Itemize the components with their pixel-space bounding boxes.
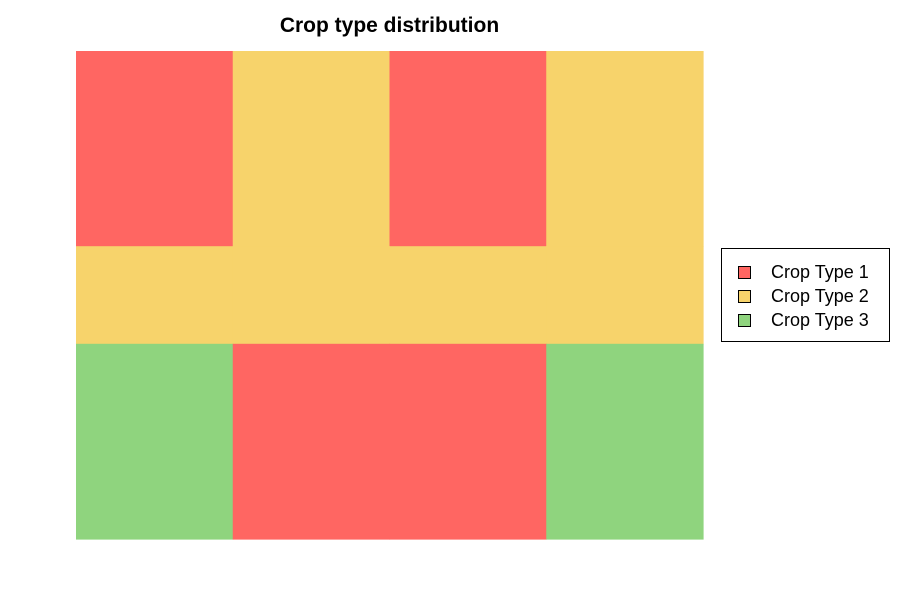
legend-item-crop-type-1: Crop Type 1 (738, 260, 869, 284)
legend-item-crop-type-2: Crop Type 2 (738, 284, 869, 308)
legend-label-crop-type-3: Crop Type 3 (771, 309, 869, 330)
legend: Crop Type 1 Crop Type 2 Crop Type 3 (721, 248, 890, 342)
heatmap-cell-r2-c4 (546, 246, 704, 345)
heatmap-cell-r3-c4 (546, 343, 704, 540)
heatmap-cell-r1-c3 (389, 51, 547, 247)
heatmap-cell-r3-c1 (76, 343, 234, 540)
legend-label-crop-type-2: Crop Type 2 (771, 285, 869, 306)
legend-swatch-crop-type-1 (738, 265, 751, 279)
chart-title: Crop type distribution (279, 14, 500, 37)
legend-swatch-crop-type-3 (738, 313, 751, 327)
legend-label-crop-type-1: Crop Type 1 (771, 261, 869, 282)
heatmap-cell-r2-c3 (389, 246, 547, 345)
heatmap-cell-r1-c2 (232, 51, 391, 247)
heatmap-cell-r2-c2 (232, 246, 391, 345)
heatmap-cell-r3-c2 (232, 343, 391, 540)
heatmap-cell-r1-c1 (76, 51, 234, 247)
legend-swatch-crop-type-2 (738, 289, 751, 303)
heatmap-cell-r1-c4 (546, 51, 704, 247)
legend-item-crop-type-3: Crop Type 3 (738, 308, 869, 332)
heatmap-cell-r3-c3 (389, 343, 547, 540)
heatmap-cell-r2-c1 (76, 246, 234, 345)
